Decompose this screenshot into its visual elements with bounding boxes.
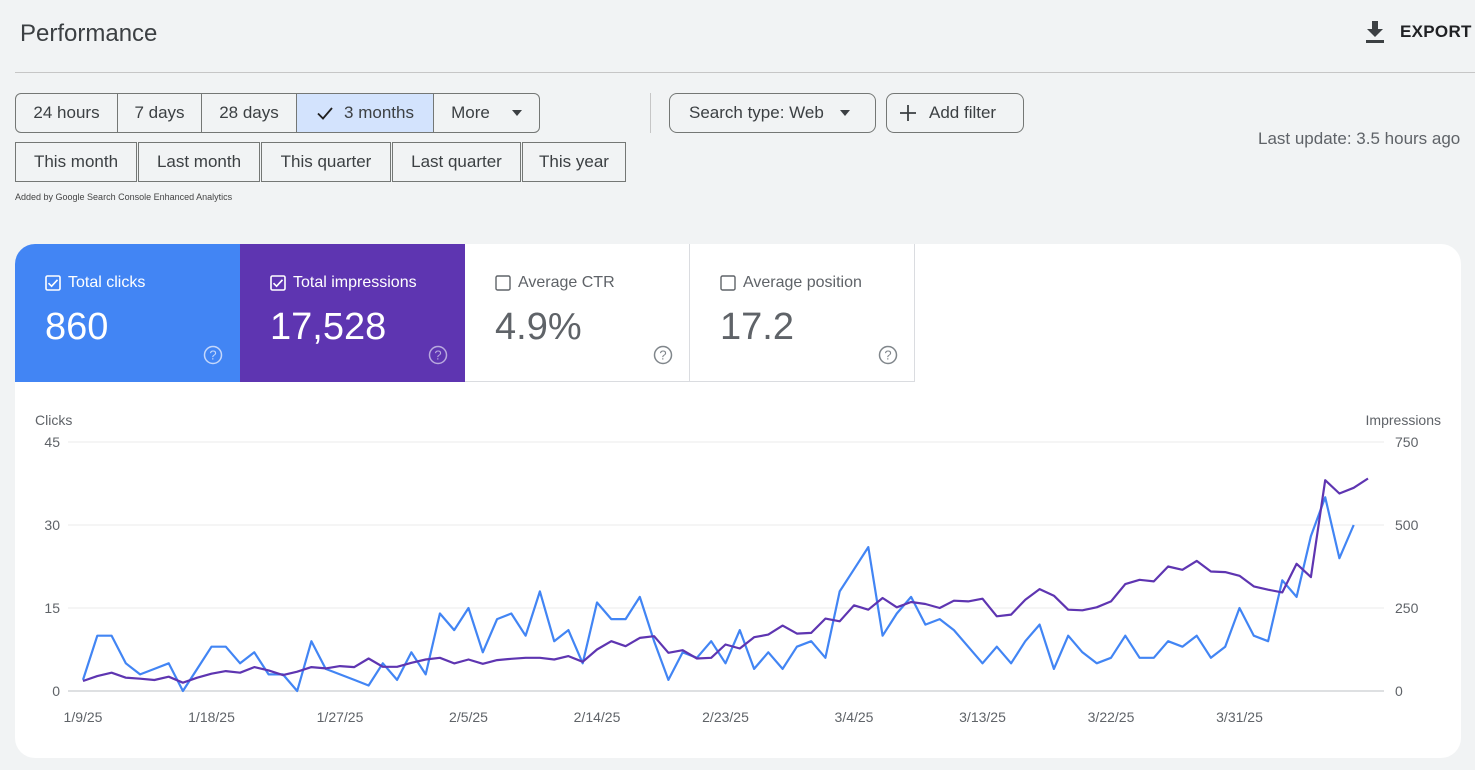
x-tick-label: 1/27/25 (317, 709, 364, 725)
total-impressions-tile[interactable]: Total impressions 17,528 ? (240, 244, 465, 382)
page-title: Performance (20, 20, 158, 47)
export-label: EXPORT (1400, 22, 1472, 41)
check-icon (317, 107, 333, 120)
search-type-dropdown[interactable]: Search type: Web (669, 93, 876, 133)
chip-label: 24 hours (33, 103, 100, 122)
extension-note: Added by Google Search Console Enhanced … (15, 192, 233, 202)
chip-label: More (451, 103, 490, 122)
right-y-tick-label: 500 (1395, 517, 1419, 533)
x-tick-label: 1/9/25 (64, 709, 103, 725)
metric-label: Average position (743, 274, 862, 291)
search-type-label: Search type: Web (689, 103, 824, 122)
left-y-tick-label: 30 (44, 517, 60, 533)
checkbox-unchecked-icon[interactable] (720, 275, 736, 291)
chip-label: This year (539, 152, 609, 171)
right-axis-label: Impressions (1366, 412, 1441, 428)
export-button[interactable]: EXPORT (1364, 20, 1472, 44)
header-divider (15, 72, 1475, 73)
range-28-days-chip[interactable]: 28 days (201, 93, 297, 133)
average-position-label-row: Average position (720, 274, 862, 292)
chip-label: This quarter (280, 152, 372, 171)
range-more-dropdown[interactable]: More (433, 93, 540, 133)
add-filter-button[interactable]: Add filter (886, 93, 1024, 133)
svg-text:?: ? (659, 348, 666, 363)
checkbox-checked-icon[interactable] (45, 275, 61, 291)
right-y-tick-label: 750 (1395, 434, 1419, 450)
chip-label: Last quarter (411, 152, 502, 171)
help-icon[interactable]: ? (878, 345, 898, 365)
plus-icon (900, 105, 916, 121)
period-range-group: This month Last month This quarter Last … (15, 142, 626, 182)
caret-down-icon (511, 110, 522, 116)
metric-label: Total clicks (68, 274, 146, 291)
total-impressions-label-row: Total impressions (270, 274, 417, 292)
left-axis-label: Clicks (35, 412, 72, 428)
date-range-group: 24 hours 7 days 28 days 3 months More (15, 93, 540, 133)
total-clicks-tile[interactable]: Total clicks 860 ? (15, 244, 240, 382)
help-icon[interactable]: ? (203, 345, 223, 365)
range-24-hours-chip[interactable]: 24 hours (15, 93, 118, 133)
x-tick-label: 2/14/25 (574, 709, 621, 725)
chip-label: 28 days (219, 103, 279, 122)
range-this-year-chip[interactable]: This year (522, 142, 626, 182)
filter-divider (650, 93, 651, 133)
x-tick-label: 2/23/25 (702, 709, 749, 725)
chip-label: This month (33, 152, 119, 171)
add-filter-label: Add filter (929, 103, 997, 122)
range-7-days-chip[interactable]: 7 days (117, 93, 202, 133)
range-3-months-chip[interactable]: 3 months (296, 93, 434, 133)
metric-label: Total impressions (293, 274, 417, 291)
x-tick-label: 3/4/25 (835, 709, 874, 725)
help-icon[interactable]: ? (653, 345, 673, 365)
range-this-quarter-chip[interactable]: This quarter (261, 142, 391, 182)
checkbox-checked-icon[interactable] (270, 275, 286, 291)
performance-chart[interactable]: Clicks Impressions 45 750 30 500 15 250 0 0 1/9… (15, 244, 1461, 758)
download-icon (1366, 21, 1384, 43)
right-y-tick-label: 250 (1395, 600, 1419, 616)
x-tick-label: 1/18/25 (188, 709, 235, 725)
average-position-value: 17.2 (720, 306, 794, 348)
svg-text:?: ? (884, 348, 891, 363)
right-y-tick-label: 0 (1395, 683, 1403, 699)
x-tick-label: 3/22/25 (1088, 709, 1135, 725)
x-tick-label: 3/31/25 (1216, 709, 1263, 725)
total-clicks-value: 860 (45, 306, 109, 348)
series-line-clicks (81, 496, 1355, 693)
left-y-tick-label: 45 (44, 434, 60, 450)
svg-text:?: ? (434, 348, 441, 363)
last-update-text: Last update: 3.5 hours ago (1258, 129, 1461, 148)
chip-label: 3 months (344, 103, 414, 122)
average-ctr-tile[interactable]: Average CTR 4.9% ? (465, 244, 690, 382)
checkbox-unchecked-icon[interactable] (495, 275, 511, 291)
average-ctr-value: 4.9% (495, 306, 582, 348)
chip-label: Last month (156, 152, 242, 171)
svg-text:?: ? (209, 348, 216, 363)
left-y-tick-label: 0 (52, 683, 60, 699)
series-line-impressions (82, 477, 1369, 684)
chip-label: 7 days (134, 103, 185, 122)
x-tick-label: 3/13/25 (959, 709, 1006, 725)
total-clicks-label-row: Total clicks (45, 274, 145, 292)
total-impressions-value: 17,528 (270, 306, 387, 348)
left-y-tick-label: 15 (44, 600, 60, 616)
average-position-tile[interactable]: Average position 17.2 ? (690, 244, 915, 382)
metric-tiles: Total clicks 860 ? Total impressions 17,… (15, 244, 915, 382)
range-last-quarter-chip[interactable]: Last quarter (392, 142, 521, 182)
help-icon[interactable]: ? (428, 345, 448, 365)
range-this-month-chip[interactable]: This month (15, 142, 137, 182)
x-tick-label: 2/5/25 (449, 709, 488, 725)
metric-label: Average CTR (518, 274, 615, 291)
performance-card: Total clicks 860 ? Total impressions 17,… (15, 244, 1461, 758)
caret-down-icon (839, 110, 850, 116)
average-ctr-label-row: Average CTR (495, 274, 615, 292)
range-last-month-chip[interactable]: Last month (138, 142, 260, 182)
